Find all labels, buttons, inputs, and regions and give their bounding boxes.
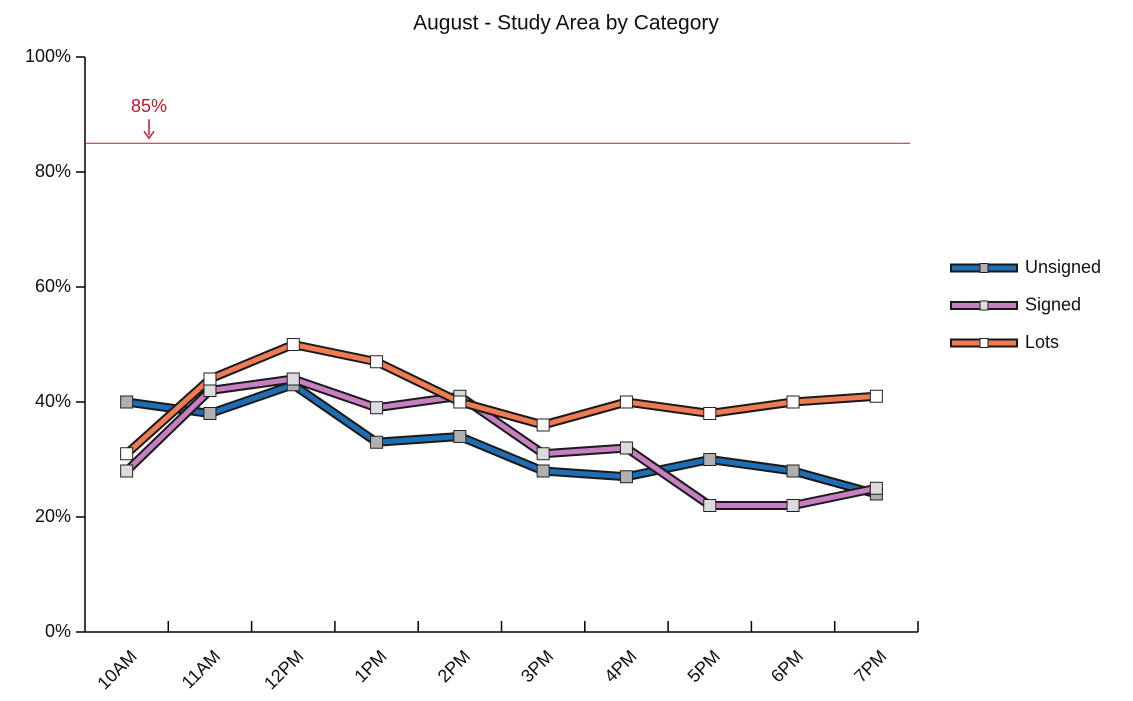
marker (703, 453, 717, 466)
marker (536, 447, 550, 461)
x-tick-label: 4PM (600, 646, 640, 686)
marker (370, 355, 384, 369)
chart-title: August - Study Area by Category (413, 12, 719, 35)
x-tick-label: 6PM (767, 646, 807, 686)
x-tick-label: 5PM (684, 646, 724, 686)
marker (120, 464, 134, 478)
legend-label: Signed (1025, 294, 1081, 314)
y-tick-label: 0% (45, 621, 71, 641)
marker (786, 395, 800, 409)
marker (619, 395, 633, 409)
x-tick-label: 7PM (850, 646, 890, 686)
marker (370, 435, 384, 449)
legend-label: Unsigned (1025, 257, 1101, 277)
marker (786, 464, 800, 478)
x-tick-label: 3PM (517, 646, 557, 686)
x-tick-label: 11AM (178, 646, 224, 692)
y-tick-label: 40% (35, 391, 71, 411)
marker (619, 470, 633, 484)
marker (120, 395, 134, 409)
marker (619, 441, 633, 455)
legend-label: Lots (1025, 332, 1059, 352)
marker (869, 389, 883, 403)
marker (703, 499, 717, 512)
marker (370, 401, 384, 415)
series-line (124, 342, 877, 456)
series-outline (123, 374, 878, 510)
marker (286, 338, 300, 351)
x-tick-label: 1PM (350, 646, 390, 686)
x-tick-label: 12PM (260, 646, 307, 693)
marker (286, 372, 300, 386)
legend-marker (979, 338, 989, 348)
x-tick-label: 2PM (434, 646, 474, 686)
marker (703, 407, 717, 420)
y-tick-label: 80% (35, 161, 71, 181)
marker (453, 395, 467, 409)
y-tick-label: 20% (35, 506, 71, 526)
marker (453, 430, 467, 443)
y-tick-label: 60% (35, 276, 71, 296)
series-line (124, 376, 877, 508)
x-tick-label: 10AM (93, 646, 140, 693)
marker (203, 384, 217, 397)
marker (203, 372, 217, 386)
marker (869, 481, 883, 495)
legend-marker (979, 300, 989, 311)
marker (203, 407, 217, 420)
marker (786, 499, 800, 512)
marker (536, 418, 550, 432)
reference-label: 85% (131, 96, 167, 116)
marker (120, 447, 134, 461)
series-line (126, 382, 878, 497)
marker (536, 464, 550, 478)
reference-arrowhead (143, 130, 155, 140)
legend-marker (979, 263, 989, 273)
y-tick-label: 100% (25, 46, 71, 66)
